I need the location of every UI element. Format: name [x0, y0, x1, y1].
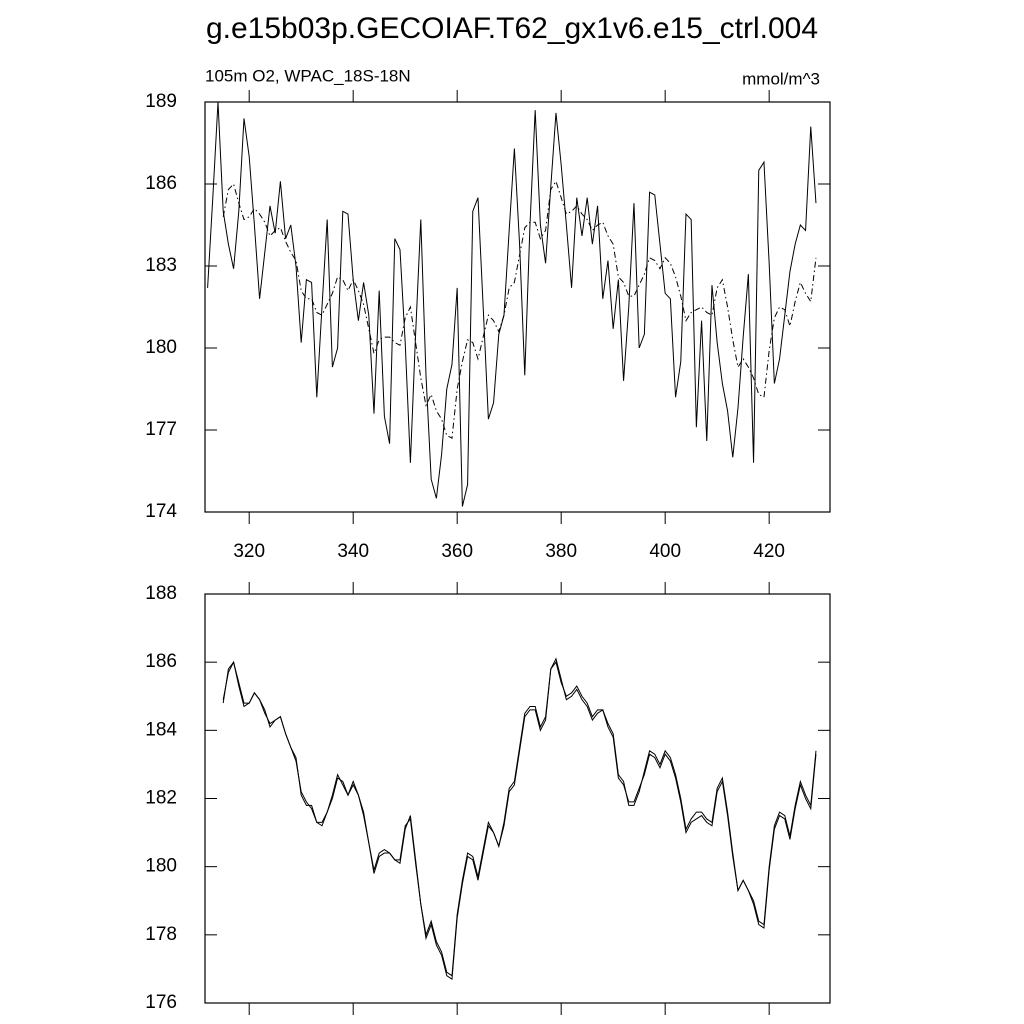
- x-tick-label: 420: [753, 541, 785, 562]
- y-tick-label: 176: [145, 992, 177, 1013]
- x-tick-label: 340: [337, 541, 369, 562]
- y-tick-label: 186: [145, 173, 177, 194]
- plot-frame: [204, 101, 831, 513]
- x-tick-label: 320: [233, 541, 265, 562]
- units-label: mmol/m^3: [742, 69, 820, 88]
- y-tick-label: 188: [145, 583, 177, 604]
- y-tick-label: 174: [145, 501, 177, 522]
- chart-title: g.e15b03p.GECOIAF.T62_gx1v6.e15_ctrl.004: [206, 12, 818, 45]
- data-line: [207, 101, 817, 507]
- y-tick-label: 184: [145, 719, 177, 740]
- y-tick-label: 177: [145, 419, 177, 440]
- plot-frame: [204, 593, 831, 1004]
- subtitle: 105m O2, WPAC_18S-18N: [205, 66, 411, 85]
- y-tick-label: 183: [145, 255, 177, 276]
- y-tick-label: 180: [145, 856, 177, 877]
- y-tick-label: 180: [145, 337, 177, 358]
- y-tick-label: 186: [145, 651, 177, 672]
- x-tick-label: 380: [545, 541, 577, 562]
- data-line: [222, 657, 817, 981]
- x-tick-label: 360: [441, 541, 473, 562]
- x-tick-label: 400: [649, 541, 681, 562]
- y-tick-label: 189: [145, 91, 177, 112]
- data-line: [222, 180, 817, 439]
- data-line: [222, 660, 817, 977]
- y-tick-label: 178: [145, 924, 177, 945]
- y-tick-label: 182: [145, 788, 177, 809]
